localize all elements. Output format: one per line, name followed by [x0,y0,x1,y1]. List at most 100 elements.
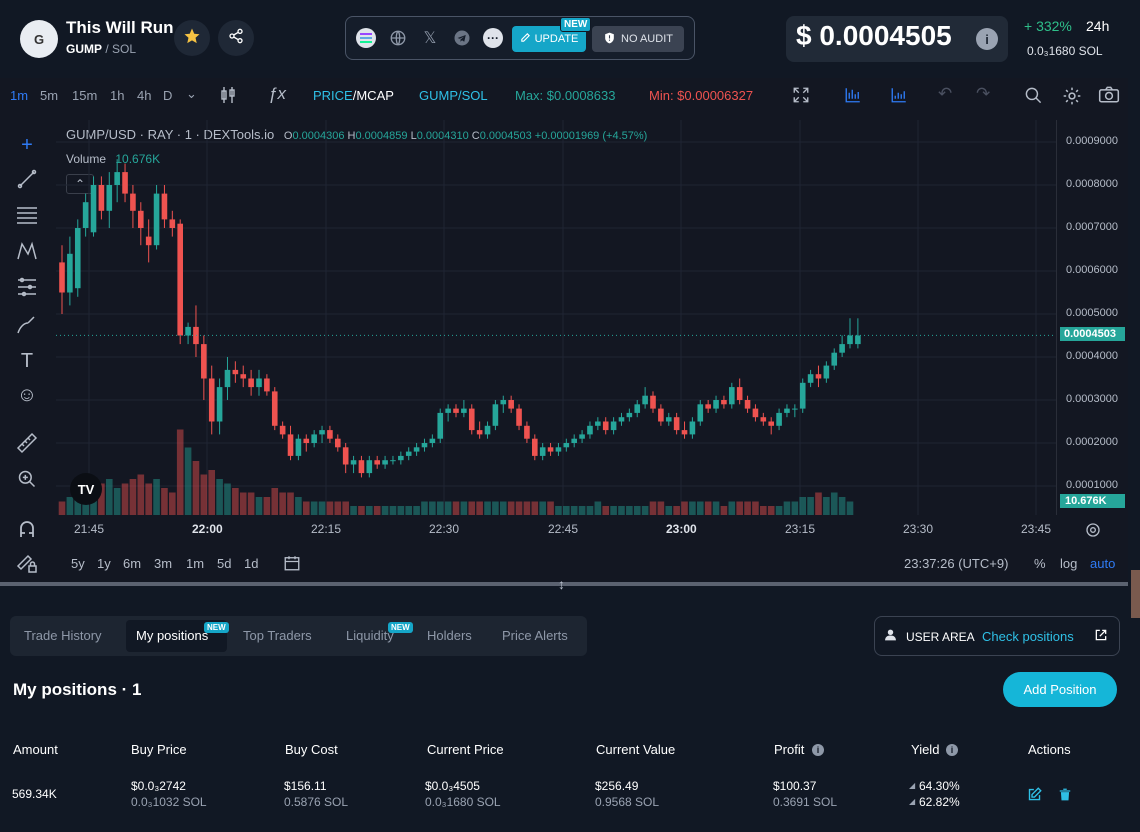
add-position-button[interactable]: Add Position [1003,672,1117,707]
volume-bar [744,501,751,515]
info-icon[interactable]: i [812,744,824,756]
edit-icon[interactable] [1027,787,1042,807]
info-icon[interactable]: i [946,744,958,756]
range-6m[interactable]: 6m [123,556,142,571]
gear-icon[interactable] [1062,86,1082,109]
pair-toggle[interactable]: GUMP/SOL [419,88,488,103]
tab-top-traders[interactable]: Top Traders [243,628,312,643]
x-twitter-icon[interactable]: 𝕏 [423,30,437,47]
share-button[interactable] [218,20,254,56]
price-change: + 332% [1024,18,1072,34]
candles-icon[interactable] [220,86,236,107]
interval-d[interactable]: D [163,88,173,103]
more-icon[interactable]: ··· [483,28,503,48]
chevron-down-icon[interactable]: ⌄ [186,86,197,101]
date-range-icon[interactable] [283,554,301,575]
range-5y[interactable]: 5y [71,556,85,571]
candle-body [579,434,585,439]
text-icon[interactable]: T [20,349,34,372]
log-toggle[interactable]: log [1060,556,1078,571]
trash-icon[interactable] [1058,787,1072,807]
favorite-button[interactable] [174,20,210,56]
volume-bar [807,497,814,515]
volume-bar [618,506,625,515]
emoji-icon[interactable]: ☺ [16,383,38,406]
price-axis[interactable]: 0.0009000 0.0008000 0.0007000 0.0006000 0.00… [1056,120,1128,515]
candle-body [689,421,696,435]
price-tick-label: 0.0005000 [1066,307,1118,319]
volume-bar [689,501,696,515]
external-link-icon[interactable] [1094,628,1108,647]
interval-4h[interactable]: 4h [137,88,152,103]
no-audit-button[interactable]: NO AUDIT [592,26,684,52]
resize-icon[interactable]: ↕ [558,576,565,592]
candle-body [161,193,168,220]
indicators-icon[interactable]: ƒx [268,84,286,103]
interval-1m[interactable]: 1m [10,88,29,103]
fib-icon[interactable] [14,274,40,300]
tab-price-alerts[interactable]: Price Alerts [502,628,568,643]
crosshair-icon[interactable]: + [21,133,33,156]
panel-splitter[interactable] [0,582,1128,586]
zoom-icon[interactable] [1024,86,1043,108]
volume-bar [673,506,680,515]
price-tick-label: 0.0002000 [1066,436,1118,448]
candle-body [547,447,554,452]
time-tick-label: 23:00 [666,522,697,536]
volume-bar [736,501,743,515]
redo-icon[interactable]: ↷ [976,84,991,103]
price-mcap-toggle[interactable]: PRICE/MCAP [313,88,394,103]
check-positions-link[interactable]: Check positions [982,629,1074,644]
range-1m[interactable]: 1m [186,556,205,571]
volume-bar [429,501,436,515]
telegram-icon[interactable] [452,28,472,48]
camera-icon[interactable] [1098,86,1120,107]
ruler-icon[interactable] [14,430,40,456]
axis-settings-icon[interactable] [1085,522,1101,543]
website-icon[interactable] [388,28,408,48]
trend-icon: ◢ [909,797,916,806]
lock-drawing-icon[interactable] [14,550,40,576]
time-axis[interactable]: 21:45 22:00 22:15 22:30 22:45 23:00 23:15 23:30… [56,515,1056,543]
interval-5m[interactable]: 5m [40,88,59,103]
horizontal-lines-icon[interactable] [14,202,40,228]
fullscreen-icon[interactable] [792,86,810,107]
candle-body [311,434,317,443]
candle-body [784,408,790,413]
trendline-icon[interactable] [14,166,40,192]
tab-liquidity[interactable]: Liquidity [346,628,394,643]
percent-toggle[interactable]: % [1034,556,1046,571]
candle-body [602,421,609,431]
interval-15m[interactable]: 15m [72,88,98,103]
candle-body [201,344,207,379]
candle-body [398,455,404,461]
candle-body [492,404,499,426]
volume-icon[interactable] [890,86,908,107]
interval-1h[interactable]: 1h [110,88,125,103]
token-symbol: GUMP [66,42,102,56]
candle-body [208,378,215,422]
volume-bar [484,501,491,515]
pattern-icon[interactable] [14,238,40,264]
candle-body [303,438,310,443]
undo-icon[interactable]: ↶ [938,84,953,103]
chart-type-icon[interactable] [844,86,862,107]
tab-trade-history[interactable]: Trade History [24,628,102,643]
brush-icon[interactable] [14,312,40,338]
update-button[interactable]: UPDATE [512,26,586,52]
range-3m[interactable]: 3m [154,556,173,571]
tab-holders[interactable]: Holders [427,628,472,643]
zoom-in-icon[interactable] [14,466,40,492]
info-icon[interactable]: i [976,28,998,50]
candlestick-chart[interactable] [56,120,1056,515]
solana-icon[interactable] [356,28,376,48]
auto-toggle[interactable]: auto [1090,556,1116,571]
clock-time[interactable]: 23:37:26 (UTC+9) [904,556,1009,571]
range-5d[interactable]: 5d [217,556,232,571]
range-1d[interactable]: 1d [244,556,259,571]
tab-my-positions[interactable]: My positions [136,628,209,643]
scrollbar-thumb[interactable] [1131,570,1140,618]
magnet-icon[interactable] [14,516,40,542]
volume-value: 10.676K [115,152,161,166]
range-1y[interactable]: 1y [97,556,111,571]
